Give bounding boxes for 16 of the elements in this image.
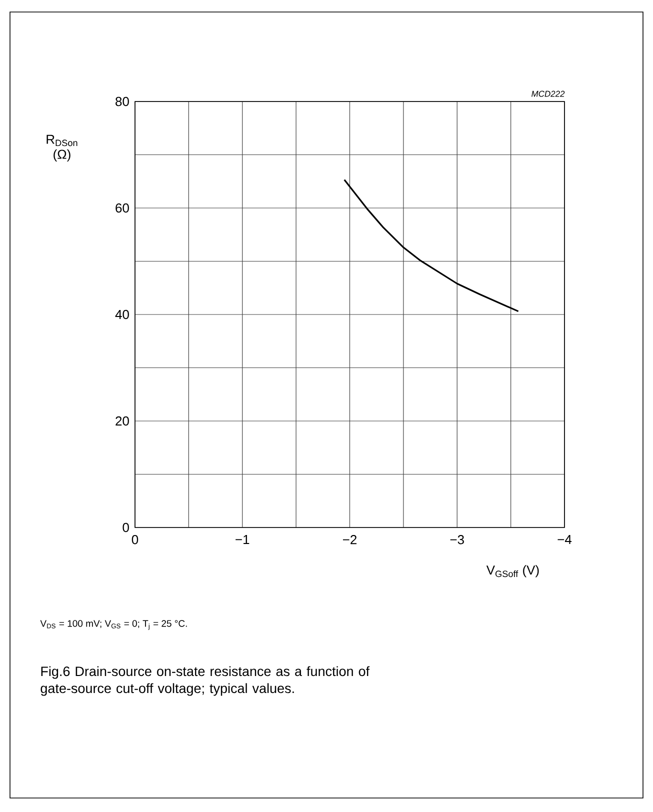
- x-tick-label: −3: [450, 535, 464, 544]
- text: Fig.6 Drain-source on-state resistance as a function of gate-source cut-off voltage; typical values.: [40, 666, 370, 696]
- x-axis-title: V$_{GSoff}$ (V): [486, 565, 539, 578]
- x-tick-label: −1: [236, 535, 250, 544]
- text: V$_{DS}$ = 100 mV; V$_{GS}$ = 0; T$_{j}$ = 25 °C.: [40, 620, 187, 630]
- y-tick-label: 20: [116, 416, 129, 426]
- text: MCD222: [532, 90, 565, 97]
- x-tick-label: 0: [132, 535, 138, 544]
- y-tick-label: 60: [116, 203, 129, 213]
- x-tick-label: −2: [342, 535, 356, 544]
- y-tick-label: 0: [122, 522, 129, 532]
- y-tick-label: 80: [116, 96, 129, 106]
- x-tick-label: −4: [558, 535, 572, 544]
- line-series: [344, 178, 520, 312]
- y-axis-title: R$_{DSon}$ (Ω): [46, 134, 78, 162]
- y-tick-label: 40: [115, 310, 129, 320]
